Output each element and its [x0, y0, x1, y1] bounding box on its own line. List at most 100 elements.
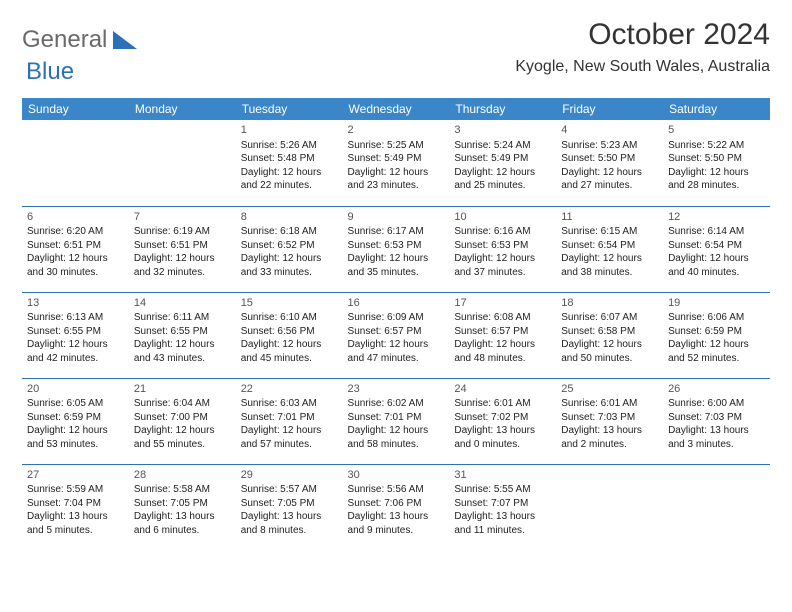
daylight-line: Daylight: 12 hours and 55 minutes.	[134, 424, 231, 451]
calendar-day: 23Sunrise: 6:02 AMSunset: 7:01 PMDayligh…	[343, 378, 450, 464]
sunset-line: Sunset: 6:55 PM	[134, 325, 231, 339]
calendar-day: 3Sunrise: 5:24 AMSunset: 5:49 PMDaylight…	[449, 120, 556, 206]
daylight-line: Daylight: 12 hours and 32 minutes.	[134, 252, 231, 279]
daylight-line: Daylight: 12 hours and 22 minutes.	[241, 166, 338, 193]
day-number: 15	[241, 296, 338, 311]
day-number: 30	[348, 468, 445, 483]
sunrise-line: Sunrise: 5:55 AM	[454, 483, 551, 497]
day-number: 4	[561, 123, 658, 138]
sunrise-line: Sunrise: 5:23 AM	[561, 139, 658, 153]
sunset-line: Sunset: 6:57 PM	[454, 325, 551, 339]
day-number: 16	[348, 296, 445, 311]
daylight-line: Daylight: 13 hours and 9 minutes.	[348, 510, 445, 537]
sunset-line: Sunset: 7:01 PM	[241, 411, 338, 425]
calendar-day: 17Sunrise: 6:08 AMSunset: 6:57 PMDayligh…	[449, 292, 556, 378]
calendar-head: SundayMondayTuesdayWednesdayThursdayFrid…	[22, 98, 770, 120]
sunrise-line: Sunrise: 6:01 AM	[561, 397, 658, 411]
sunrise-line: Sunrise: 6:17 AM	[348, 225, 445, 239]
daylight-line: Daylight: 12 hours and 25 minutes.	[454, 166, 551, 193]
sunset-line: Sunset: 7:03 PM	[561, 411, 658, 425]
daylight-line: Daylight: 13 hours and 6 minutes.	[134, 510, 231, 537]
day-number: 14	[134, 296, 231, 311]
logo: General	[22, 18, 137, 54]
sunset-line: Sunset: 7:02 PM	[454, 411, 551, 425]
daylight-line: Daylight: 12 hours and 43 minutes.	[134, 338, 231, 365]
daylight-line: Daylight: 12 hours and 23 minutes.	[348, 166, 445, 193]
daylight-line: Daylight: 12 hours and 37 minutes.	[454, 252, 551, 279]
calendar-week: 1Sunrise: 5:26 AMSunset: 5:48 PMDaylight…	[22, 120, 770, 206]
calendar-week: 27Sunrise: 5:59 AMSunset: 7:04 PMDayligh…	[22, 464, 770, 550]
calendar-day: 31Sunrise: 5:55 AMSunset: 7:07 PMDayligh…	[449, 464, 556, 550]
sunrise-line: Sunrise: 5:59 AM	[27, 483, 124, 497]
sunset-line: Sunset: 7:00 PM	[134, 411, 231, 425]
sunset-line: Sunset: 6:59 PM	[668, 325, 765, 339]
calendar-day: 8Sunrise: 6:18 AMSunset: 6:52 PMDaylight…	[236, 206, 343, 292]
day-number: 27	[27, 468, 124, 483]
sunset-line: Sunset: 5:48 PM	[241, 152, 338, 166]
daylight-line: Daylight: 12 hours and 50 minutes.	[561, 338, 658, 365]
sunrise-line: Sunrise: 6:10 AM	[241, 311, 338, 325]
day-number: 29	[241, 468, 338, 483]
daylight-line: Daylight: 13 hours and 5 minutes.	[27, 510, 124, 537]
calendar-week: 20Sunrise: 6:05 AMSunset: 6:59 PMDayligh…	[22, 378, 770, 464]
daylight-line: Daylight: 12 hours and 42 minutes.	[27, 338, 124, 365]
sunrise-line: Sunrise: 6:14 AM	[668, 225, 765, 239]
daylight-line: Daylight: 12 hours and 57 minutes.	[241, 424, 338, 451]
weekday-header: Tuesday	[236, 98, 343, 120]
day-number: 6	[27, 210, 124, 225]
calendar-day: 9Sunrise: 6:17 AMSunset: 6:53 PMDaylight…	[343, 206, 450, 292]
weekday-header: Thursday	[449, 98, 556, 120]
sunrise-line: Sunrise: 6:13 AM	[27, 311, 124, 325]
calendar-page: General October 2024 Kyogle, New South W…	[0, 0, 792, 550]
weekday-header: Friday	[556, 98, 663, 120]
sunset-line: Sunset: 6:53 PM	[454, 239, 551, 253]
calendar-day: 30Sunrise: 5:56 AMSunset: 7:06 PMDayligh…	[343, 464, 450, 550]
calendar-table: SundayMondayTuesdayWednesdayThursdayFrid…	[22, 98, 770, 550]
sunset-line: Sunset: 6:51 PM	[27, 239, 124, 253]
sunset-line: Sunset: 6:55 PM	[27, 325, 124, 339]
daylight-line: Daylight: 12 hours and 52 minutes.	[668, 338, 765, 365]
sunrise-line: Sunrise: 6:00 AM	[668, 397, 765, 411]
sunrise-line: Sunrise: 6:03 AM	[241, 397, 338, 411]
weekday-header: Wednesday	[343, 98, 450, 120]
calendar-day: 20Sunrise: 6:05 AMSunset: 6:59 PMDayligh…	[22, 378, 129, 464]
weekday-header: Sunday	[22, 98, 129, 120]
day-number: 31	[454, 468, 551, 483]
calendar-day: 28Sunrise: 5:58 AMSunset: 7:05 PMDayligh…	[129, 464, 236, 550]
sunset-line: Sunset: 5:49 PM	[454, 152, 551, 166]
sunrise-line: Sunrise: 6:06 AM	[668, 311, 765, 325]
daylight-line: Daylight: 12 hours and 30 minutes.	[27, 252, 124, 279]
daylight-line: Daylight: 12 hours and 58 minutes.	[348, 424, 445, 451]
month-title: October 2024	[515, 18, 770, 52]
calendar-day: 12Sunrise: 6:14 AMSunset: 6:54 PMDayligh…	[663, 206, 770, 292]
daylight-line: Daylight: 12 hours and 27 minutes.	[561, 166, 658, 193]
weekday-row: SundayMondayTuesdayWednesdayThursdayFrid…	[22, 98, 770, 120]
sunset-line: Sunset: 6:52 PM	[241, 239, 338, 253]
calendar-day: 16Sunrise: 6:09 AMSunset: 6:57 PMDayligh…	[343, 292, 450, 378]
weekday-header: Saturday	[663, 98, 770, 120]
weekday-header: Monday	[129, 98, 236, 120]
calendar-day: 10Sunrise: 6:16 AMSunset: 6:53 PMDayligh…	[449, 206, 556, 292]
calendar-day: 13Sunrise: 6:13 AMSunset: 6:55 PMDayligh…	[22, 292, 129, 378]
calendar-day: 24Sunrise: 6:01 AMSunset: 7:02 PMDayligh…	[449, 378, 556, 464]
sunrise-line: Sunrise: 6:18 AM	[241, 225, 338, 239]
sunset-line: Sunset: 6:54 PM	[561, 239, 658, 253]
sunset-line: Sunset: 7:05 PM	[134, 497, 231, 511]
day-number: 11	[561, 210, 658, 225]
day-number: 8	[241, 210, 338, 225]
day-number: 25	[561, 382, 658, 397]
logo-text-general: General	[22, 26, 107, 54]
day-number: 21	[134, 382, 231, 397]
sunrise-line: Sunrise: 5:25 AM	[348, 139, 445, 153]
daylight-line: Daylight: 12 hours and 28 minutes.	[668, 166, 765, 193]
calendar-day: 6Sunrise: 6:20 AMSunset: 6:51 PMDaylight…	[22, 206, 129, 292]
sunrise-line: Sunrise: 5:56 AM	[348, 483, 445, 497]
calendar-day: 27Sunrise: 5:59 AMSunset: 7:04 PMDayligh…	[22, 464, 129, 550]
logo-triangle-icon	[113, 31, 137, 49]
day-number: 2	[348, 123, 445, 138]
day-number: 7	[134, 210, 231, 225]
calendar-day: 1Sunrise: 5:26 AMSunset: 5:48 PMDaylight…	[236, 120, 343, 206]
sunset-line: Sunset: 6:57 PM	[348, 325, 445, 339]
logo-text-blue: Blue	[26, 58, 74, 85]
calendar-day: 21Sunrise: 6:04 AMSunset: 7:00 PMDayligh…	[129, 378, 236, 464]
